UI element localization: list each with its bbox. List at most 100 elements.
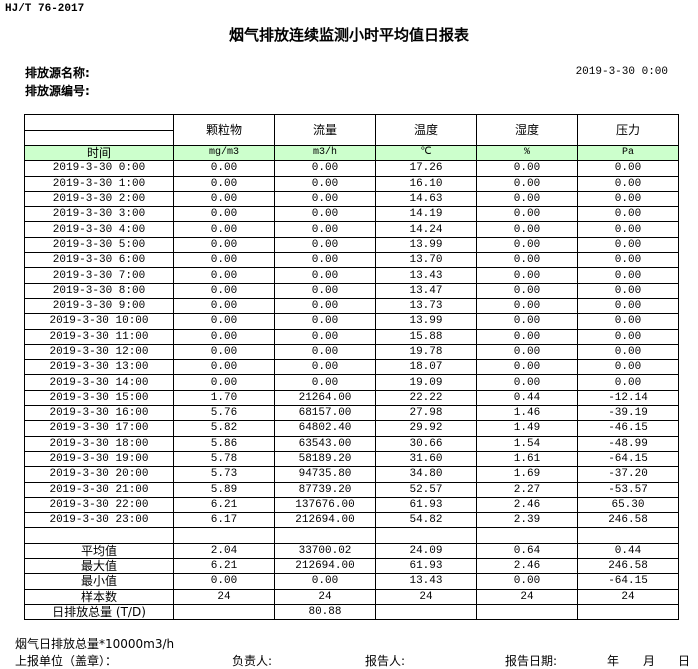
cell-flow: 0.00 [274, 190, 376, 208]
cell-flow: 0.00 [274, 359, 376, 376]
cell-humidity: 0.00 [476, 282, 578, 299]
cell-flow: 0.00 [274, 282, 376, 299]
table-row: 2019-3-30 23:00 6.17 212694.00 54.82 2.39 246… [24, 512, 679, 529]
cell-humidity: 0.00 [476, 313, 578, 330]
cell-temperature: 13.43 [375, 267, 477, 284]
table-row: 2019-3-30 5:00 0.00 0.00 13.99 0.00 0.00 [24, 236, 679, 254]
cell-flow: 64802.40 [274, 420, 376, 437]
cell-temperature: 61.93 [375, 558, 477, 575]
stat-row: 平均值 2.04 33700.02 24.09 0.64 0.44 [24, 542, 679, 560]
reporter-label: 报告人: [365, 654, 406, 668]
cell-temperature: 24.09 [375, 542, 477, 560]
day-label: 日 [678, 654, 691, 668]
standard-code: HJ/T 76-2017 [5, 3, 85, 15]
cell-flow: 0.00 [274, 374, 376, 391]
cell-particulate: 0.00 [173, 160, 275, 177]
cell-pressure: 0.00 [577, 328, 679, 345]
cell-flow: 63543.00 [274, 435, 376, 452]
cell-flow: 0.00 [274, 328, 376, 345]
header-row: 颗粒物 流量 温度 湿度 压力 [24, 114, 679, 146]
cell-humidity: 0.00 [476, 374, 578, 391]
cell-time: 2019-3-30 10:00 [24, 313, 174, 330]
unit-flow: m3/h [274, 144, 376, 162]
table-row: 2019-3-30 3:00 0.00 0.00 14.19 0.00 0.00 [24, 206, 679, 223]
cell-pressure: 0.00 [577, 190, 679, 208]
cell-time: 2019-3-30 18:00 [24, 435, 174, 452]
cell-humidity: 2.27 [476, 481, 578, 498]
cell-flow: 33700.02 [274, 542, 376, 560]
cell-time: 2019-3-30 3:00 [24, 206, 174, 223]
cell-time: 2019-3-30 15:00 [24, 389, 174, 407]
cell-humidity: 24 [476, 588, 578, 605]
stat-row: 最大值 6.21 212694.00 61.93 2.46 246.58 [24, 558, 679, 575]
report-date-label: 报告日期: [505, 654, 558, 668]
cell-pressure [577, 527, 679, 544]
table-row: 2019-3-30 20:00 5.73 94735.80 34.80 1.69 -37.… [24, 466, 679, 483]
cell-humidity: 0.00 [476, 267, 578, 284]
cell-temperature: 27.98 [375, 405, 477, 422]
cell-pressure: -12.14 [577, 389, 679, 407]
cell-particulate: 0.00 [173, 236, 275, 254]
cell-time: 2019-3-30 2:00 [24, 190, 174, 208]
table-row: 2019-3-30 0:00 0.00 0.00 17.26 0.00 0.00 [24, 160, 679, 177]
table-row: 2019-3-30 12:00 0.00 0.00 19.78 0.00 0.00 [24, 343, 679, 361]
cell-flow: 0.00 [274, 221, 376, 238]
cell-flow: 68157.00 [274, 405, 376, 422]
cell-particulate: 0.00 [173, 343, 275, 361]
cell-particulate: 1.70 [173, 389, 275, 407]
cell-flow: 0.00 [274, 573, 376, 590]
cell-particulate: 5.76 [173, 405, 275, 422]
cell-particulate: 0.00 [173, 328, 275, 345]
cell-time: 2019-3-30 12:00 [24, 343, 174, 361]
cell-particulate: 0.00 [173, 190, 275, 208]
unit-row: 时间 mg/m3 m3/h ℃ % Pa [24, 144, 679, 162]
cell-time: 2019-3-30 13:00 [24, 359, 174, 376]
cell-humidity: 0.64 [476, 542, 578, 560]
cell-temperature: 19.09 [375, 374, 477, 391]
cell-particulate: 0.00 [173, 573, 275, 590]
cell-flow: 0.00 [274, 160, 376, 177]
reporting-unit-label: 上报单位（盖章）： [15, 654, 118, 668]
cell-particulate: 24 [173, 588, 275, 605]
cell-time: 2019-3-30 11:00 [24, 328, 174, 345]
cell-temperature: 13.73 [375, 297, 477, 315]
cell-pressure: -53.57 [577, 481, 679, 498]
cell-pressure: 0.00 [577, 252, 679, 269]
header-particulate: 颗粒物 [173, 114, 275, 146]
cell-time: 2019-3-30 1:00 [24, 175, 174, 192]
table-row: 2019-3-30 11:00 0.00 0.00 15.88 0.00 0.00 [24, 328, 679, 345]
cell-humidity: 1.69 [476, 466, 578, 483]
cell-time: 2019-3-30 21:00 [24, 481, 174, 498]
cell-particulate: 5.82 [173, 420, 275, 437]
cell-time: 2019-3-30 9:00 [24, 297, 174, 315]
cell-time: 2019-3-30 0:00 [24, 160, 174, 177]
cell-pressure [577, 603, 679, 621]
cell-flow: 137676.00 [274, 496, 376, 514]
cell-temperature: 13.99 [375, 236, 477, 254]
cell-temperature: 31.60 [375, 450, 477, 468]
cell-time: 最大值 [24, 558, 174, 575]
cell-particulate [173, 603, 275, 621]
cell-particulate: 5.89 [173, 481, 275, 498]
cell-pressure: -46.15 [577, 420, 679, 437]
cell-flow: 0.00 [274, 267, 376, 284]
header-temperature: 温度 [375, 114, 477, 146]
cell-pressure: 0.00 [577, 282, 679, 299]
cell-time: 平均值 [24, 542, 174, 560]
cell-pressure: 0.00 [577, 236, 679, 254]
table-row: 2019-3-30 2:00 0.00 0.00 14.63 0.00 0.00 [24, 190, 679, 208]
cell-pressure: 0.00 [577, 221, 679, 238]
cell-humidity: 1.61 [476, 450, 578, 468]
cell-humidity [476, 527, 578, 544]
cell-pressure: 246.58 [577, 558, 679, 575]
cell-time: 2019-3-30 16:00 [24, 405, 174, 422]
table-row: 2019-3-30 19:00 5.78 58189.20 31.60 1.61 -64.… [24, 450, 679, 468]
cell-flow: 0.00 [274, 206, 376, 223]
cell-particulate: 0.00 [173, 252, 275, 269]
page-title: 烟气排放连续监测小时平均值日报表 [228, 26, 469, 44]
table-row: 2019-3-30 6:00 0.00 0.00 13.70 0.00 0.00 [24, 252, 679, 269]
cell-humidity: 0.00 [476, 252, 578, 269]
table-row: 2019-3-30 18:00 5.86 63543.00 30.66 1.54 -48.… [24, 435, 679, 452]
table-row: 2019-3-30 1:00 0.00 0.00 16.10 0.00 0.00 [24, 175, 679, 192]
cell-flow: 94735.80 [274, 466, 376, 483]
